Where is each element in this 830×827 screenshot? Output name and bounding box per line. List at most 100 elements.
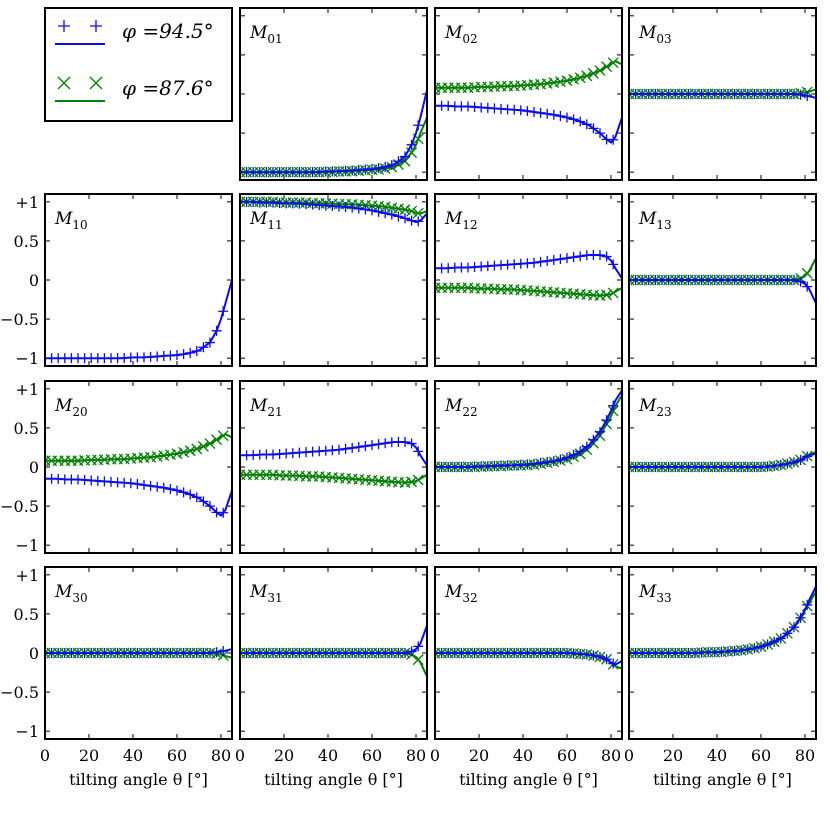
- data-point-plus: [58, 20, 70, 32]
- panel-frame: [239, 566, 428, 740]
- data-point-plus: [406, 139, 417, 150]
- data-point-x: [412, 207, 424, 219]
- data-point-plus: [581, 441, 592, 452]
- panel-frame: [239, 380, 428, 554]
- data-point-plus: [608, 658, 619, 669]
- panel-M21: M21: [239, 380, 428, 554]
- data-point-x: [211, 434, 223, 446]
- data-point-x: [607, 287, 619, 299]
- panel-label-subscript: 13: [656, 218, 671, 232]
- panel-label-subscript: 32: [462, 591, 477, 605]
- panel-label: M20: [54, 396, 88, 419]
- data-point-x: [607, 57, 619, 69]
- x-tick-label: 80: [211, 746, 231, 765]
- data-point-plus: [548, 456, 559, 467]
- legend-label: φ =94.5°: [122, 19, 214, 43]
- x-tick-label: 40: [318, 746, 338, 765]
- data-point-plus: [789, 89, 799, 99]
- x-tick-label: 60: [557, 746, 577, 765]
- data-point-plus: [795, 612, 806, 623]
- panel-data: [435, 57, 622, 145]
- panel-frame: [434, 380, 623, 554]
- data-point-plus: [145, 480, 156, 491]
- data-point-plus: [555, 111, 566, 122]
- data-point-x: [574, 72, 586, 84]
- data-point-plus: [568, 114, 579, 125]
- data-point-plus: [178, 349, 189, 360]
- data-point-x: [801, 267, 813, 279]
- panel-M01: M01: [239, 7, 428, 181]
- data-point-plus: [575, 116, 586, 127]
- x-tick-label: 20: [274, 746, 294, 765]
- data-point-plus: [548, 109, 559, 120]
- y-tick-label: +1: [15, 566, 39, 585]
- data-point-plus: [413, 641, 424, 652]
- data-point-plus: [789, 457, 799, 468]
- y-tick-label: −1: [15, 722, 39, 741]
- data-point-x: [601, 289, 613, 301]
- x-tick-label: 80: [601, 746, 621, 765]
- data-point-plus: [172, 350, 182, 361]
- data-point-x: [406, 476, 418, 488]
- panel-data: [435, 389, 622, 473]
- series-line-phi-87-6: [435, 286, 622, 297]
- data-point-plus: [158, 482, 169, 493]
- data-point-plus: [393, 211, 404, 222]
- y-tick-label: −0.5: [0, 310, 39, 329]
- x-tick-label: 20: [663, 746, 683, 765]
- x-axis-label: tilting angle θ [°]: [264, 770, 403, 789]
- data-point-plus: [608, 134, 619, 145]
- data-point-plus: [178, 487, 189, 498]
- data-point-plus: [211, 647, 222, 658]
- data-point-plus: [185, 489, 196, 500]
- data-point-plus: [742, 644, 753, 655]
- panel-label-subscript: 30: [72, 591, 87, 605]
- x-tick-label: 20: [469, 746, 489, 765]
- x-tick-label: 60: [362, 746, 382, 765]
- data-point-plus: [595, 249, 605, 260]
- panel-data: [240, 436, 427, 489]
- data-point-plus: [568, 252, 579, 263]
- data-point-plus: [380, 438, 391, 449]
- series-line-phi-94-5: [435, 389, 622, 468]
- data-point-plus: [535, 256, 546, 267]
- data-point-plus: [542, 255, 553, 266]
- data-point-plus: [575, 446, 586, 457]
- data-point-plus: [562, 112, 572, 123]
- panel-label: M10: [54, 209, 88, 232]
- data-point-plus: [400, 151, 410, 162]
- panel-frame: [239, 7, 428, 181]
- data-point-x: [412, 474, 424, 486]
- panel-label-subscript: 20: [72, 405, 87, 419]
- data-point-plus: [393, 156, 404, 167]
- panel-frame: [628, 566, 817, 740]
- y-tick-label: 0: [29, 271, 39, 290]
- data-point-x: [178, 446, 190, 458]
- panel-label: M33: [638, 582, 672, 605]
- data-point-plus: [802, 599, 813, 610]
- data-point-plus: [218, 306, 229, 317]
- data-point-plus: [191, 345, 202, 356]
- data-point-x: [197, 440, 209, 452]
- data-point-x: [594, 65, 606, 77]
- legend: φ =94.5° φ =87.6°: [44, 7, 233, 122]
- x-tick-label: 0: [40, 746, 50, 765]
- y-tick-label: −1: [15, 536, 39, 555]
- panel-data: [629, 257, 816, 304]
- panel-frame: [628, 380, 817, 554]
- data-point-plus: [191, 492, 202, 503]
- x-tick-label: 40: [513, 746, 533, 765]
- panel-M22: M22: [434, 380, 623, 554]
- panel-label: M02: [444, 23, 478, 46]
- data-point-plus: [802, 281, 813, 292]
- data-point-plus: [762, 639, 773, 650]
- data-point-x: [568, 73, 580, 85]
- data-point-plus: [802, 451, 813, 462]
- data-point-plus: [367, 164, 377, 175]
- data-point-x: [204, 438, 216, 450]
- data-point-plus: [595, 426, 605, 437]
- y-tick-label: 0.5: [14, 419, 39, 438]
